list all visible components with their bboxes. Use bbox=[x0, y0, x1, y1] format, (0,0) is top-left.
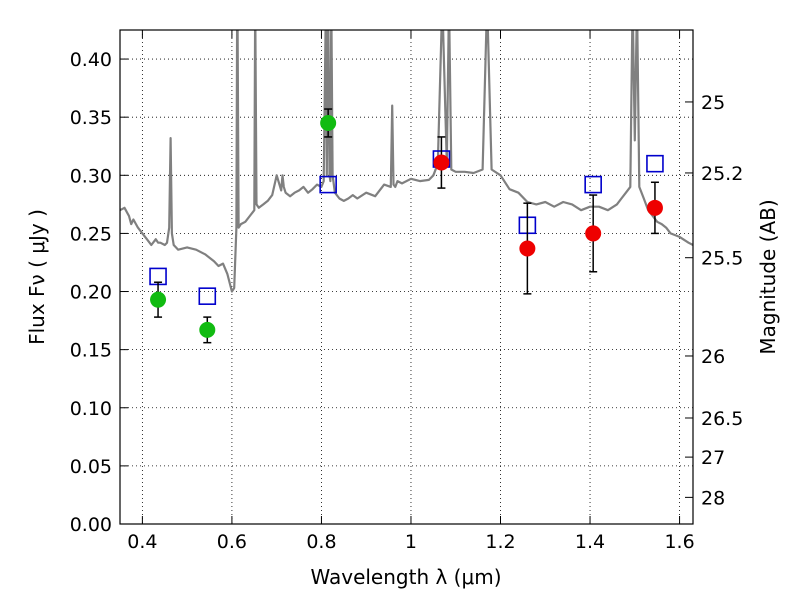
y2-axis-title: Magnitude (AB) bbox=[756, 199, 780, 354]
y-tick-label: 0.00 bbox=[70, 514, 112, 536]
y2-tick-label: 25 bbox=[701, 92, 725, 114]
observed-flux-point bbox=[433, 154, 450, 171]
model-photometry-square bbox=[584, 175, 602, 194]
observed-flux-point bbox=[199, 321, 216, 338]
observed-flux-point bbox=[585, 225, 602, 242]
y-tick-label: 0.35 bbox=[70, 107, 112, 129]
y-tick-label: 0.10 bbox=[70, 398, 112, 420]
y-tick-label: 0.15 bbox=[70, 340, 112, 362]
model-spectrum-line bbox=[120, 30, 693, 293]
y-axis-title: Flux Fν ( μJy ) bbox=[25, 209, 49, 345]
model-photometry-square bbox=[646, 154, 664, 173]
y2-tick-label: 26 bbox=[701, 346, 725, 368]
y2-tick-label: 25.2 bbox=[701, 163, 743, 185]
y2-tick-label: 27 bbox=[701, 447, 725, 469]
x-tick-label: 0.4 bbox=[127, 531, 157, 553]
observed-flux-point bbox=[519, 240, 536, 257]
y-tick-label: 0.25 bbox=[70, 223, 112, 245]
y-tick-label: 0.30 bbox=[70, 165, 112, 187]
observed-flux-point bbox=[646, 199, 663, 216]
y2-tick-label: 25.5 bbox=[701, 248, 743, 270]
y2-tick-label: 28 bbox=[701, 487, 725, 509]
x-axis-title: Wavelength λ (μm) bbox=[310, 565, 501, 589]
x-tick-label: 1.6 bbox=[664, 531, 694, 553]
x-tick-label: 1.2 bbox=[485, 531, 515, 553]
x-tick-label: 0.6 bbox=[217, 531, 247, 553]
x-tick-label: 1.4 bbox=[575, 531, 605, 553]
observed-flux-point bbox=[150, 291, 167, 308]
y-tick-label: 0.40 bbox=[70, 49, 112, 71]
x-tick-label: 1 bbox=[405, 531, 417, 553]
model-photometry-square bbox=[319, 175, 337, 194]
y2-tick-label: 26.5 bbox=[701, 408, 743, 430]
plot-frame bbox=[119, 29, 694, 525]
observed-flux-point bbox=[320, 114, 337, 131]
y-tick-label: 0.05 bbox=[70, 456, 112, 478]
x-tick-label: 0.8 bbox=[306, 531, 336, 553]
y-tick-label: 0.20 bbox=[70, 282, 112, 304]
model-photometry-square bbox=[198, 287, 217, 305]
axes: 0.4 0.6 0.8 1 1.2 1.4 1.6 0.00 0.05 0.10 0.15 0.20 0… bbox=[70, 30, 743, 553]
plot-area bbox=[120, 30, 693, 344]
